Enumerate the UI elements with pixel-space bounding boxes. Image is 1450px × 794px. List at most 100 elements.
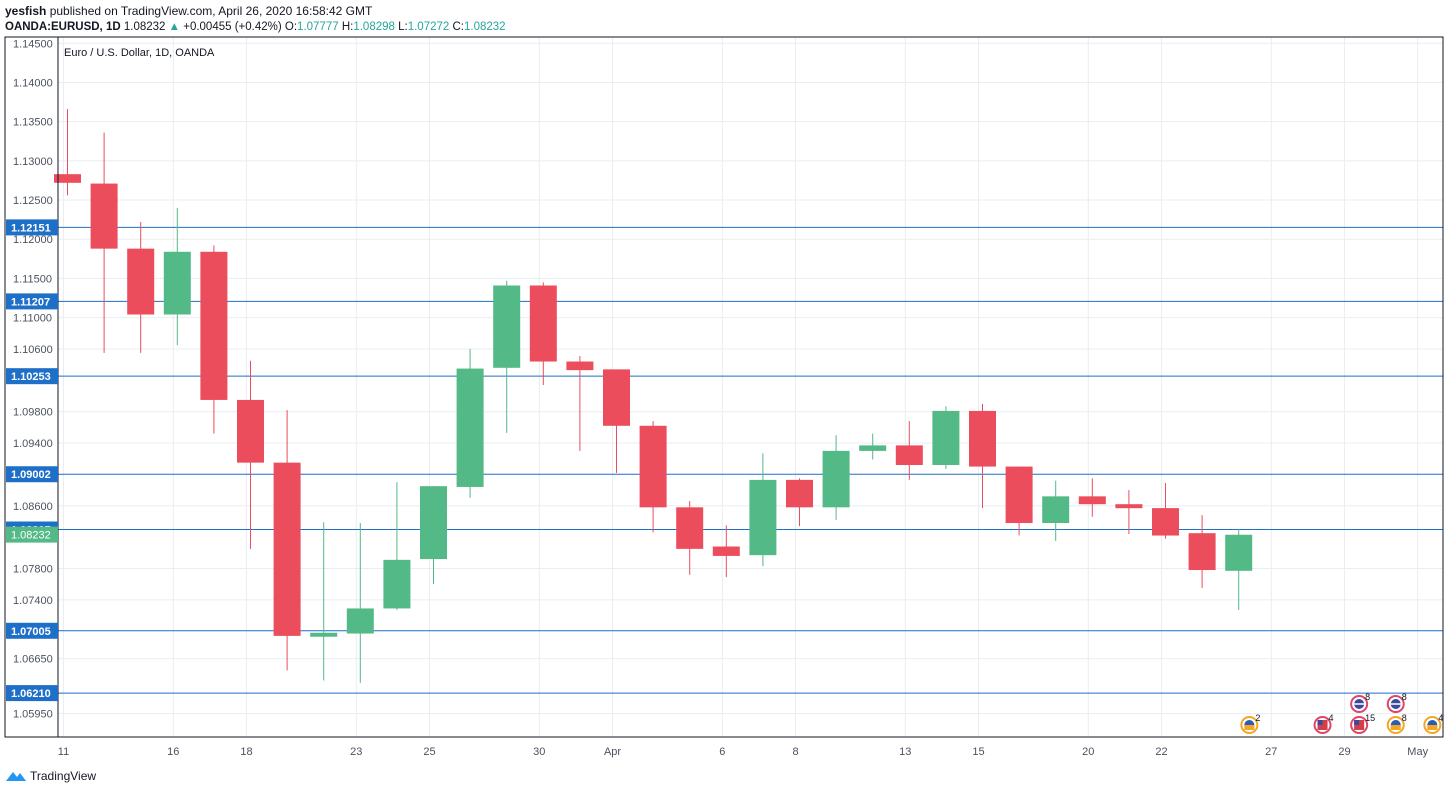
candle — [603, 369, 630, 473]
candle — [786, 478, 813, 527]
event-marker-icon[interactable]: 15 — [1350, 713, 1375, 734]
flag-us-canton — [1317, 720, 1323, 725]
candle — [346, 523, 374, 683]
event-count-label: 4 — [1329, 713, 1334, 723]
level-price-badge — [6, 466, 58, 483]
x-tick-label: 22 — [1155, 746, 1167, 758]
candle-body — [163, 251, 191, 315]
candle — [639, 421, 667, 533]
candle — [932, 406, 960, 469]
level-price-label: 1.06210 — [11, 688, 51, 700]
x-tick-label: Apr — [604, 746, 621, 758]
event-marker-icon[interactable]: 4 — [1423, 713, 1443, 734]
event-marker-icon[interactable]: 2 — [1240, 713, 1260, 734]
flag-eu-band — [1244, 725, 1255, 730]
event-count-label: 2 — [1255, 713, 1260, 723]
candle-body — [493, 285, 521, 368]
candle-body — [749, 479, 777, 556]
candle-body — [639, 425, 667, 508]
y-tick-label: 1.05950 — [13, 708, 53, 720]
candle-body — [1005, 466, 1033, 524]
event-marker-icon[interactable]: 8 — [1386, 713, 1407, 734]
candle-body — [1152, 508, 1179, 536]
x-tick-label: 15 — [972, 746, 984, 758]
y-tick-label: 1.07800 — [13, 563, 53, 575]
candle — [456, 348, 484, 498]
candle — [529, 282, 557, 386]
y-tick-label: 1.12500 — [13, 195, 53, 207]
event-count-label: 8 — [1365, 692, 1370, 702]
last-price-text: 1.08232 — [123, 21, 166, 33]
x-tick-label: 16 — [167, 746, 179, 758]
candle — [859, 433, 887, 460]
candle — [90, 132, 118, 353]
x-tick-label: 6 — [719, 746, 725, 758]
candle — [1152, 483, 1179, 539]
level-price-label: 1.09002 — [11, 469, 51, 481]
candle — [822, 435, 850, 520]
candle — [1115, 490, 1143, 534]
x-tick-label: 20 — [1082, 746, 1094, 758]
candle-body — [1115, 504, 1143, 509]
candle-body — [420, 486, 447, 560]
level-price-badge — [6, 685, 58, 702]
event-count-label: 8 — [1402, 713, 1407, 723]
level-price-label: 1.10253 — [11, 371, 51, 383]
tradingview-logo[interactable]: TradingView — [6, 769, 96, 783]
candle — [1005, 466, 1033, 536]
y-tick-label: 1.13500 — [13, 117, 53, 129]
high-label: H: — [341, 21, 354, 33]
candle-body — [237, 399, 264, 463]
x-tick-label: 8 — [792, 746, 798, 758]
y-tick-label: 1.09800 — [13, 407, 53, 419]
candle — [127, 221, 155, 353]
candle-body — [200, 251, 228, 400]
candle-body — [822, 450, 850, 508]
candle-body — [310, 632, 338, 637]
last-price-badge — [6, 526, 58, 543]
candle — [676, 501, 704, 575]
candle — [383, 482, 411, 611]
flag-eu-band — [1427, 725, 1438, 730]
x-tick-label: 27 — [1265, 746, 1277, 758]
candle-body — [859, 445, 887, 451]
event-marker-icon[interactable]: 4 — [1313, 713, 1334, 734]
candle-body — [127, 248, 155, 315]
candle-body — [895, 445, 923, 465]
candle-body — [712, 546, 740, 556]
x-tick-label: 18 — [240, 746, 252, 758]
candle-body — [1078, 496, 1106, 505]
close-value: 1.08232 — [463, 21, 506, 33]
candle — [1042, 480, 1070, 542]
candle-body — [786, 479, 813, 508]
x-tick-label: 23 — [350, 746, 362, 758]
candle — [420, 486, 447, 585]
author-name[interactable]: yesfish — [5, 4, 47, 18]
y-tick-label: 1.12000 — [13, 234, 53, 246]
event-marker-icon[interactable]: 8 — [1386, 692, 1407, 713]
event-marker-icon[interactable]: 8 — [1350, 692, 1370, 713]
candle — [163, 207, 191, 346]
candle — [493, 280, 521, 433]
candle-body — [456, 368, 484, 487]
chart-outer-frame — [4, 36, 1444, 738]
candle — [749, 453, 777, 567]
y-tick-label: 1.07400 — [13, 595, 53, 607]
x-tick-label: 29 — [1338, 746, 1350, 758]
flag-eu-band — [1390, 725, 1401, 730]
candle-body — [383, 559, 411, 609]
candle-body — [90, 183, 118, 249]
y-tick-label: 1.08600 — [13, 501, 53, 513]
level-price-label: 1.11207 — [11, 296, 50, 308]
x-tick-label: 25 — [423, 746, 435, 758]
candle-body — [676, 507, 704, 549]
candle — [969, 403, 996, 509]
candle — [310, 522, 338, 681]
event-count-label: 15 — [1365, 713, 1375, 723]
chart-title: Euro / U.S. Dollar, 1D, OANDA — [64, 47, 215, 59]
candle — [1225, 529, 1253, 611]
y-tick-label: 1.11500 — [13, 273, 52, 285]
y-tick-label: 1.13000 — [13, 156, 53, 168]
tradingview-logo-icon — [6, 772, 26, 781]
